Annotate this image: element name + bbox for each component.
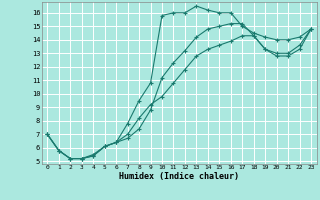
X-axis label: Humidex (Indice chaleur): Humidex (Indice chaleur)	[119, 172, 239, 181]
